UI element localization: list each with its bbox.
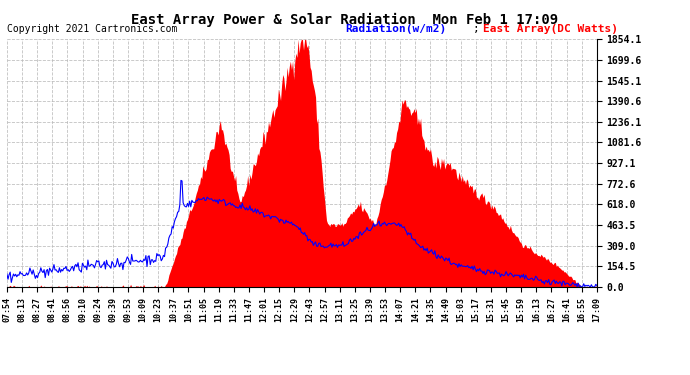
Text: East Array Power & Solar Radiation  Mon Feb 1 17:09: East Array Power & Solar Radiation Mon F…: [131, 13, 559, 27]
Text: Copyright 2021 Cartronics.com: Copyright 2021 Cartronics.com: [7, 24, 177, 34]
Text: Radiation(w/m2): Radiation(w/m2): [345, 24, 446, 34]
Text: East Array(DC Watts): East Array(DC Watts): [483, 24, 618, 34]
Text: ;: ;: [473, 24, 486, 34]
